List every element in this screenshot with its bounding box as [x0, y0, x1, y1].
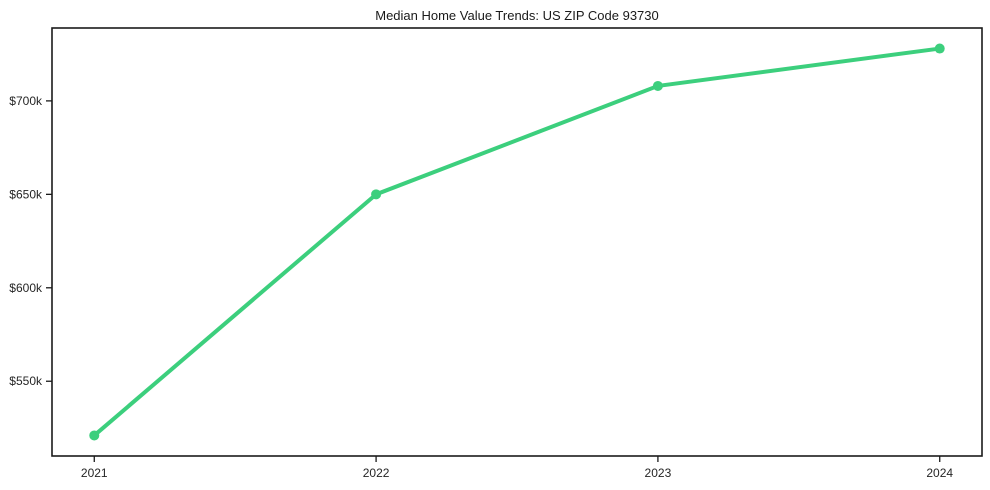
data-point	[371, 189, 382, 200]
chart-title: Median Home Value Trends: US ZIP Code 93…	[375, 8, 659, 23]
y-tick-label: $650k	[9, 187, 43, 201]
x-tick-label: 2024	[926, 466, 953, 480]
data-point	[652, 80, 663, 91]
y-tick-label: $700k	[9, 94, 43, 108]
data-point	[934, 43, 945, 54]
plot-border	[51, 27, 983, 457]
chart-line	[92, 46, 942, 438]
x-tick-label: 2022	[363, 466, 390, 480]
x-tick-label: 2023	[645, 466, 672, 480]
y-tick-label: $550k	[9, 374, 43, 388]
data-point	[89, 430, 100, 441]
x-tick-label: 2021	[81, 466, 108, 480]
y-tick-label: $600k	[9, 281, 43, 295]
